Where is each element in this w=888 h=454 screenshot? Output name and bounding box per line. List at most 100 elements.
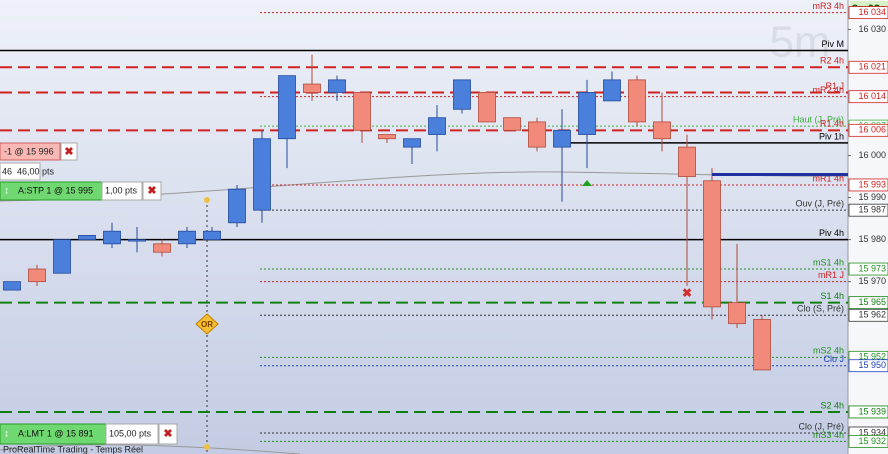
price-label: 15 932 [858, 436, 886, 446]
moving-average-2 [0, 444, 301, 454]
level-label: mR2 4h [812, 85, 844, 95]
y-tick-label: 16 030 [858, 24, 886, 34]
level-label: Clo J [823, 354, 844, 364]
level-label: Ouv (J, Pré) [795, 199, 844, 209]
candle-body [253, 138, 271, 211]
candle-body [203, 230, 221, 241]
arrow-up [582, 180, 592, 186]
candle-body [728, 302, 746, 325]
candle-body [653, 121, 671, 140]
candle-body [478, 92, 496, 123]
candle-body [678, 146, 696, 177]
position-qty: 46 [2, 166, 12, 176]
candle-body [178, 230, 196, 245]
candle-body [3, 281, 21, 291]
position-panel[interactable] [0, 142, 61, 161]
limit-pts: 105,00 pts [109, 428, 152, 438]
position-pts: 46,00 pts [17, 166, 55, 176]
price-label-box [848, 60, 888, 74]
candle-body [753, 319, 771, 371]
close-icon: ✖ [64, 146, 73, 158]
candle-body [103, 230, 121, 245]
position-label: -1 @ 15 996 [4, 146, 54, 156]
y-tick-label: 15 990 [858, 192, 886, 202]
marker-dot [204, 444, 210, 450]
price-label: 15 993 [858, 179, 886, 189]
level-label: Clo (S, Pré) [797, 304, 844, 314]
price-label-box [848, 308, 888, 322]
level-label: Piv 4h [819, 228, 844, 238]
candle-body [278, 75, 296, 140]
y-tick-label: 15 980 [858, 234, 886, 244]
level-label: mS2 4h [813, 346, 844, 356]
y-tick-label: 16 000 [858, 150, 886, 160]
level-label: R1 J [825, 81, 844, 91]
level-label: S2 4h [820, 400, 844, 410]
level-label: mR1 4h [812, 173, 844, 183]
price-label-box [848, 359, 888, 373]
footer: ProRealTime Trading - Temps Réel [3, 444, 143, 454]
limit-label: A:LMT 1 @ 15 891 [18, 428, 94, 438]
candle-body [503, 117, 521, 131]
price-label: 15 965 [858, 297, 886, 307]
candle-body [578, 92, 596, 135]
price-label-box [848, 296, 888, 310]
level-label: R2 4h [820, 56, 844, 66]
limit-cancel[interactable] [158, 423, 178, 445]
candle-body [303, 83, 321, 93]
candle-body [553, 129, 571, 148]
level-label: R1 4h [820, 119, 844, 129]
candle-body [378, 134, 396, 140]
price-label-box [848, 90, 888, 104]
price-axis [848, 0, 888, 454]
qty-box [0, 162, 41, 181]
level-label: mR1 J [818, 270, 844, 280]
candle-body [328, 79, 346, 93]
level-label: S1 4h [820, 291, 844, 301]
price-label: 16 034 [858, 7, 886, 17]
candle-body [78, 235, 96, 241]
price-label: 15 973 [858, 263, 886, 273]
price-label-box [848, 203, 888, 217]
candle-body [603, 79, 621, 102]
price-label-box [848, 6, 888, 20]
limit-arrow: ↕ [4, 429, 9, 440]
level-label: mS1 4h [813, 257, 844, 267]
price-label: 16 006 [858, 125, 886, 135]
price-label-box [848, 405, 888, 419]
level-label: Clo (J, Pré) [798, 421, 844, 431]
price-label: 15 987 [858, 205, 886, 215]
price-label-box [848, 262, 888, 276]
price-label: 15 962 [858, 310, 886, 320]
close-button[interactable] [60, 142, 78, 161]
price-label: 15 950 [858, 360, 886, 370]
stop-pts-box [101, 181, 143, 201]
price-label: 15 952 [858, 352, 886, 362]
candle-body [153, 243, 171, 253]
candle-body [128, 239, 146, 242]
candle-body [703, 180, 721, 308]
y-tick-label: 15 970 [858, 276, 886, 286]
stop-arrow: ↕ [4, 186, 9, 197]
level-label: mR3 4h [812, 1, 844, 11]
level-label: mS3 4h [813, 430, 844, 440]
or-marker-label: OR [201, 320, 213, 329]
timeframe-watermark: 5m [769, 18, 830, 67]
candle-body [53, 239, 71, 274]
price-label-box [848, 123, 888, 137]
price-label: 15 934 [858, 427, 886, 437]
candle-body [353, 92, 371, 131]
candle-body [403, 138, 421, 148]
level-label: Haut (J, Pré) [793, 114, 844, 124]
price-label: 16 021 [858, 62, 886, 72]
stop-pts: 1,00 pts [105, 185, 138, 195]
price-label: 16 014 [858, 91, 886, 101]
candle-body [28, 268, 46, 283]
stop-cancel[interactable] [142, 181, 162, 201]
level-label: Piv 1h [819, 131, 844, 141]
candle-body [628, 79, 646, 123]
candle-body [528, 121, 546, 148]
limit-pts-box [105, 423, 159, 445]
